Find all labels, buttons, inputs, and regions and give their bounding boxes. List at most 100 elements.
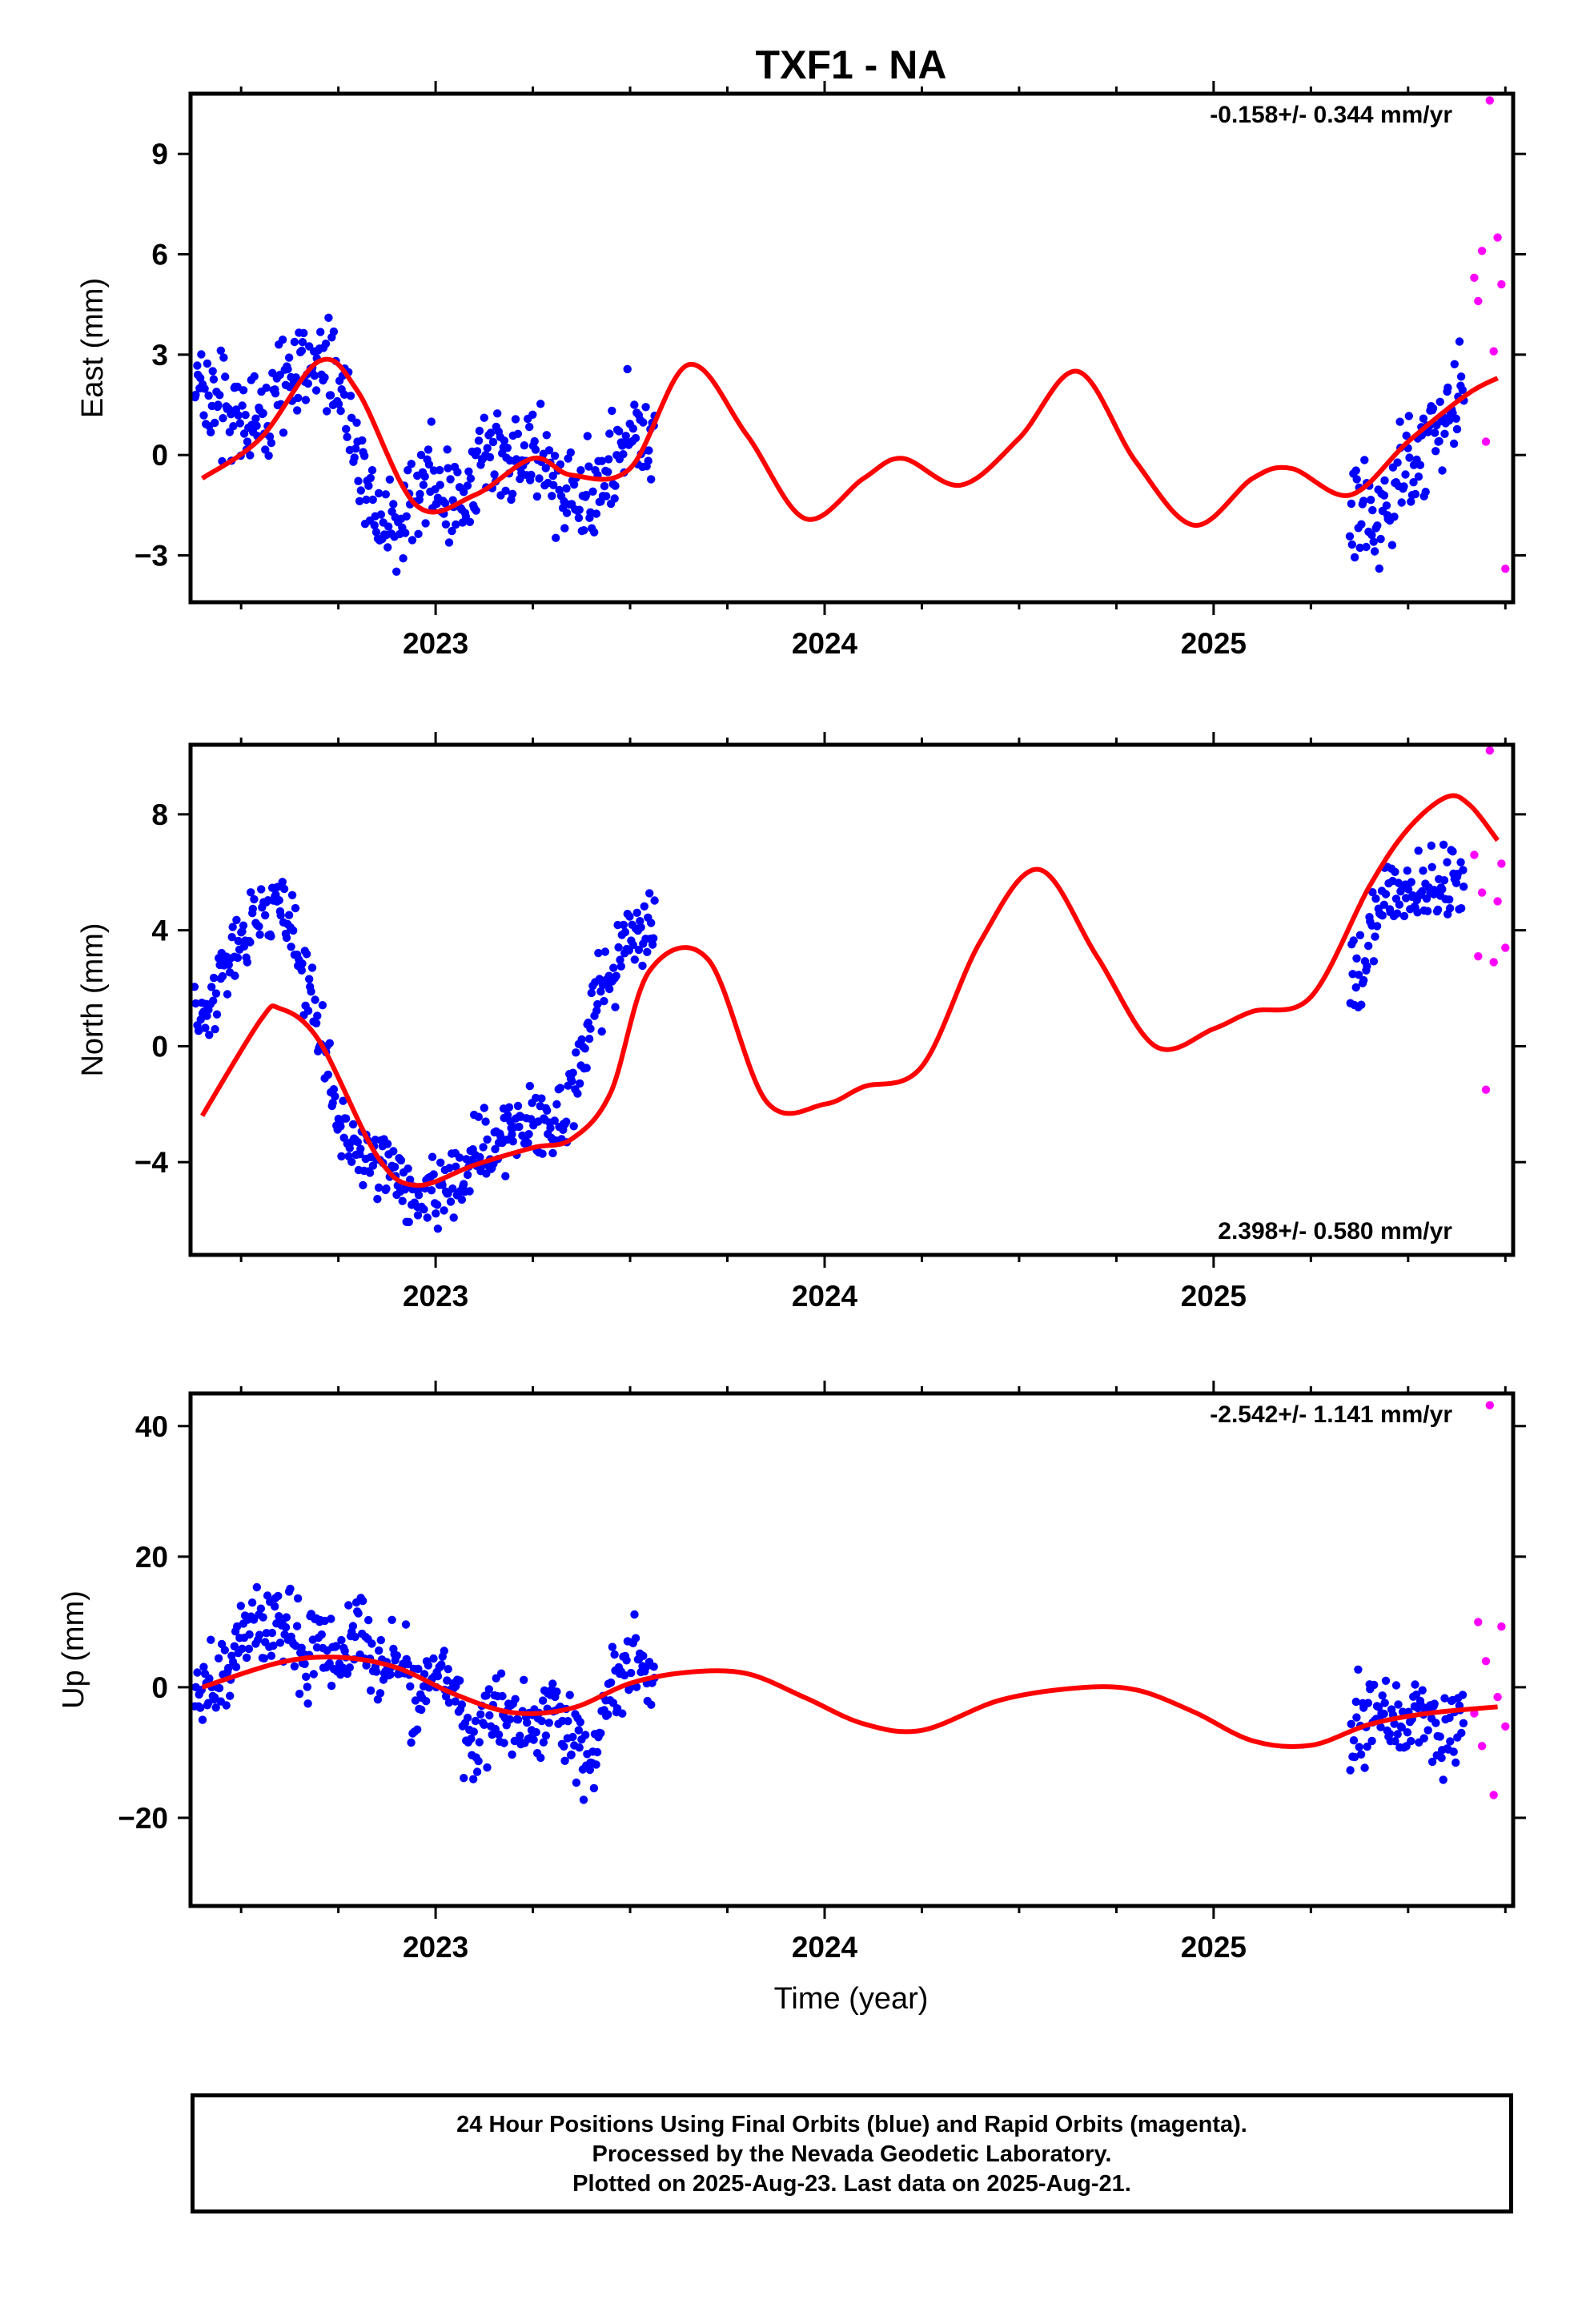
- data-point-final: [424, 445, 433, 454]
- data-point-final: [242, 1653, 251, 1663]
- data-point-final: [436, 465, 444, 475]
- data-point-final: [329, 1085, 339, 1094]
- data-point-rapid: [1485, 746, 1495, 755]
- data-point-rapid: [1501, 943, 1510, 952]
- y-axis-title: East (mm): [76, 278, 110, 418]
- data-point-final: [440, 499, 450, 508]
- x-tick-label: 2025: [1181, 1280, 1247, 1313]
- data-point-rapid: [1477, 1742, 1487, 1751]
- data-point-final: [416, 489, 424, 499]
- data-point-final: [236, 1602, 245, 1610]
- data-point-final: [453, 468, 462, 476]
- data-point-final: [628, 940, 637, 950]
- data-point-final: [552, 533, 560, 542]
- data-point-rapid: [1501, 565, 1510, 573]
- data-point-final: [530, 436, 539, 446]
- data-point-final: [362, 1661, 371, 1670]
- data-point-final: [1355, 971, 1363, 979]
- data-point-final: [513, 429, 523, 438]
- data-point-final: [1401, 470, 1410, 479]
- data-point-final: [401, 1620, 411, 1629]
- data-point-final: [444, 464, 452, 472]
- data-point-final: [348, 1120, 358, 1129]
- data-point-final: [373, 1195, 382, 1204]
- data-point-final: [211, 1703, 220, 1712]
- data-point-final: [211, 1025, 219, 1034]
- data-point-final: [323, 1070, 332, 1080]
- data-point-final: [1352, 475, 1361, 484]
- data-point-final: [616, 962, 625, 971]
- data-point-final: [1449, 1747, 1458, 1756]
- data-point-final: [632, 908, 641, 918]
- data-point-final: [1449, 439, 1459, 448]
- data-point-final: [1407, 497, 1415, 506]
- data-point-final: [600, 996, 608, 1006]
- data-point-final: [550, 452, 560, 460]
- data-point-final: [1362, 542, 1371, 552]
- data-point-final: [483, 1135, 492, 1144]
- data-point-final: [219, 353, 228, 362]
- data-point-final: [324, 313, 333, 322]
- data-point-final: [471, 1716, 480, 1726]
- data-point-final: [310, 371, 319, 380]
- data-point-final: [375, 1689, 385, 1698]
- data-point-final: [520, 441, 529, 450]
- data-point-final: [1393, 458, 1402, 467]
- data-point-final: [224, 1663, 233, 1673]
- data-point-final: [524, 1139, 532, 1148]
- data-point-final: [549, 480, 558, 489]
- data-point-final: [483, 1763, 492, 1772]
- data-point-final: [250, 372, 259, 381]
- data-point-final: [208, 367, 217, 376]
- data-point-final: [1367, 530, 1376, 540]
- data-point-final: [639, 1651, 648, 1660]
- data-point-final: [1378, 1691, 1387, 1700]
- data-point-final: [480, 1104, 488, 1112]
- data-point-final: [638, 961, 647, 971]
- data-point-final: [1347, 540, 1357, 549]
- data-point-final: [252, 421, 261, 430]
- data-point-final: [583, 432, 592, 440]
- data-point-final: [359, 1596, 367, 1606]
- data-point-final: [372, 1667, 381, 1676]
- y-axis-title: North (mm): [76, 923, 110, 1076]
- data-point-final: [389, 500, 398, 509]
- data-point-final: [247, 888, 255, 897]
- data-point-final: [351, 1632, 359, 1642]
- data-point-final: [329, 327, 339, 336]
- data-point-final: [444, 538, 454, 547]
- data-point-final: [588, 487, 597, 496]
- data-point-final: [251, 414, 260, 423]
- data-point-final: [413, 1211, 423, 1220]
- data-point-final: [1411, 489, 1420, 499]
- data-point-final: [297, 966, 306, 975]
- data-point-final: [1440, 1694, 1449, 1703]
- data-point-final: [278, 878, 287, 887]
- data-point-final: [414, 1191, 424, 1200]
- data-point-final: [1367, 1736, 1376, 1746]
- data-point-final: [592, 509, 601, 518]
- data-point-final: [339, 1663, 347, 1672]
- data-point-final: [560, 1756, 569, 1765]
- data-point-final: [1355, 1743, 1363, 1751]
- data-point-final: [354, 476, 363, 485]
- data-point-final: [337, 1635, 346, 1645]
- data-point-final: [648, 940, 657, 949]
- data-point-final: [209, 375, 219, 384]
- data-point-final: [408, 536, 417, 545]
- data-point-final: [1435, 397, 1444, 406]
- data-point-final: [362, 495, 371, 505]
- plot-frame: [188, 1391, 1516, 1908]
- data-point-final: [1369, 537, 1378, 546]
- data-point-rapid: [1497, 279, 1506, 289]
- data-point-final: [585, 1765, 594, 1775]
- data-point-final: [336, 406, 345, 416]
- data-point-final: [244, 1644, 254, 1654]
- data-point-final: [1385, 1729, 1395, 1739]
- data-point-final: [589, 1783, 599, 1793]
- data-point-final: [1444, 416, 1454, 425]
- data-point-final: [307, 987, 315, 996]
- data-point-final: [647, 1700, 656, 1709]
- data-point-final: [1435, 436, 1443, 446]
- data-point-final: [238, 401, 247, 410]
